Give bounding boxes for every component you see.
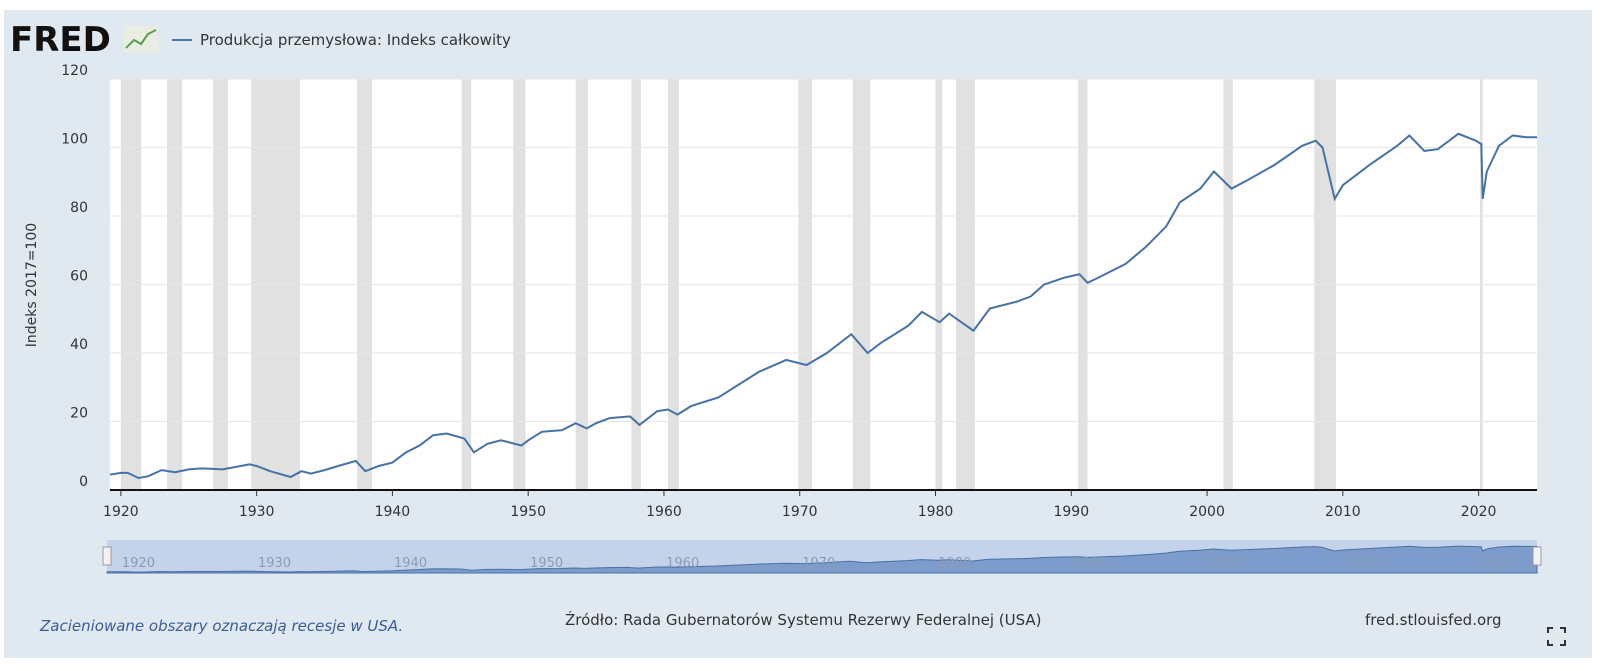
navigator-handle bbox=[1532, 546, 1542, 566]
y-tick-label: 0 bbox=[79, 474, 88, 490]
y-tick-label: 120 bbox=[61, 63, 88, 79]
navigator-label: 1920 bbox=[122, 556, 155, 571]
y-tick-label: 60 bbox=[70, 269, 88, 285]
navigator-label: 1940 bbox=[394, 556, 427, 571]
source: Źródło: Rada Gubernatorów Systemu Rezerw… bbox=[565, 610, 1042, 629]
navigator-label: 1980 bbox=[938, 556, 971, 571]
legend-label: Produkcja przemysłowa: Indeks całkowity bbox=[200, 31, 511, 49]
x-tick-label: 2000 bbox=[1189, 504, 1225, 520]
fullscreen-icon[interactable] bbox=[1547, 627, 1566, 646]
y-tick-label: 80 bbox=[70, 200, 88, 216]
navigator-label: 1930 bbox=[258, 556, 291, 571]
x-tick-label: 1940 bbox=[375, 504, 411, 520]
y-tick-label: 100 bbox=[61, 132, 88, 148]
logo: FRED bbox=[10, 20, 111, 60]
navigator-label: 2020 bbox=[1482, 556, 1515, 571]
navigator-label: 1950 bbox=[530, 556, 563, 571]
x-tick-label: 1970 bbox=[782, 504, 818, 520]
navigator-area bbox=[106, 545, 1538, 574]
recession-note: Zacieniowane obszary oznaczają recesje w… bbox=[39, 617, 403, 635]
navigator-handle bbox=[102, 546, 112, 566]
navigator-label: 1970 bbox=[802, 556, 835, 571]
x-tick-label: 1990 bbox=[1053, 504, 1089, 520]
x-tick-label: 1920 bbox=[103, 504, 139, 520]
navigator-label: 1990 bbox=[1074, 556, 1107, 571]
x-tick-label: 1950 bbox=[510, 504, 546, 520]
logo-icon bbox=[124, 26, 158, 52]
series-line bbox=[109, 132, 1537, 480]
y-axis-title: Indeks 2017=100 bbox=[24, 223, 40, 347]
y-tick-label: 20 bbox=[70, 406, 88, 422]
navigator-label: 2010 bbox=[1346, 556, 1379, 571]
navigator-label: 2000 bbox=[1210, 556, 1243, 571]
x-tick-label: 2020 bbox=[1461, 504, 1497, 520]
y-tick-label: 40 bbox=[70, 337, 88, 353]
x-tick-label: 1980 bbox=[918, 504, 954, 520]
x-tick-label: 1930 bbox=[239, 504, 275, 520]
x-tick-label: 1960 bbox=[646, 504, 682, 520]
navigator-label: 1960 bbox=[666, 556, 699, 571]
site: fred.stlouisfed.org bbox=[1365, 611, 1502, 629]
x-tick-label: 2010 bbox=[1325, 504, 1361, 520]
